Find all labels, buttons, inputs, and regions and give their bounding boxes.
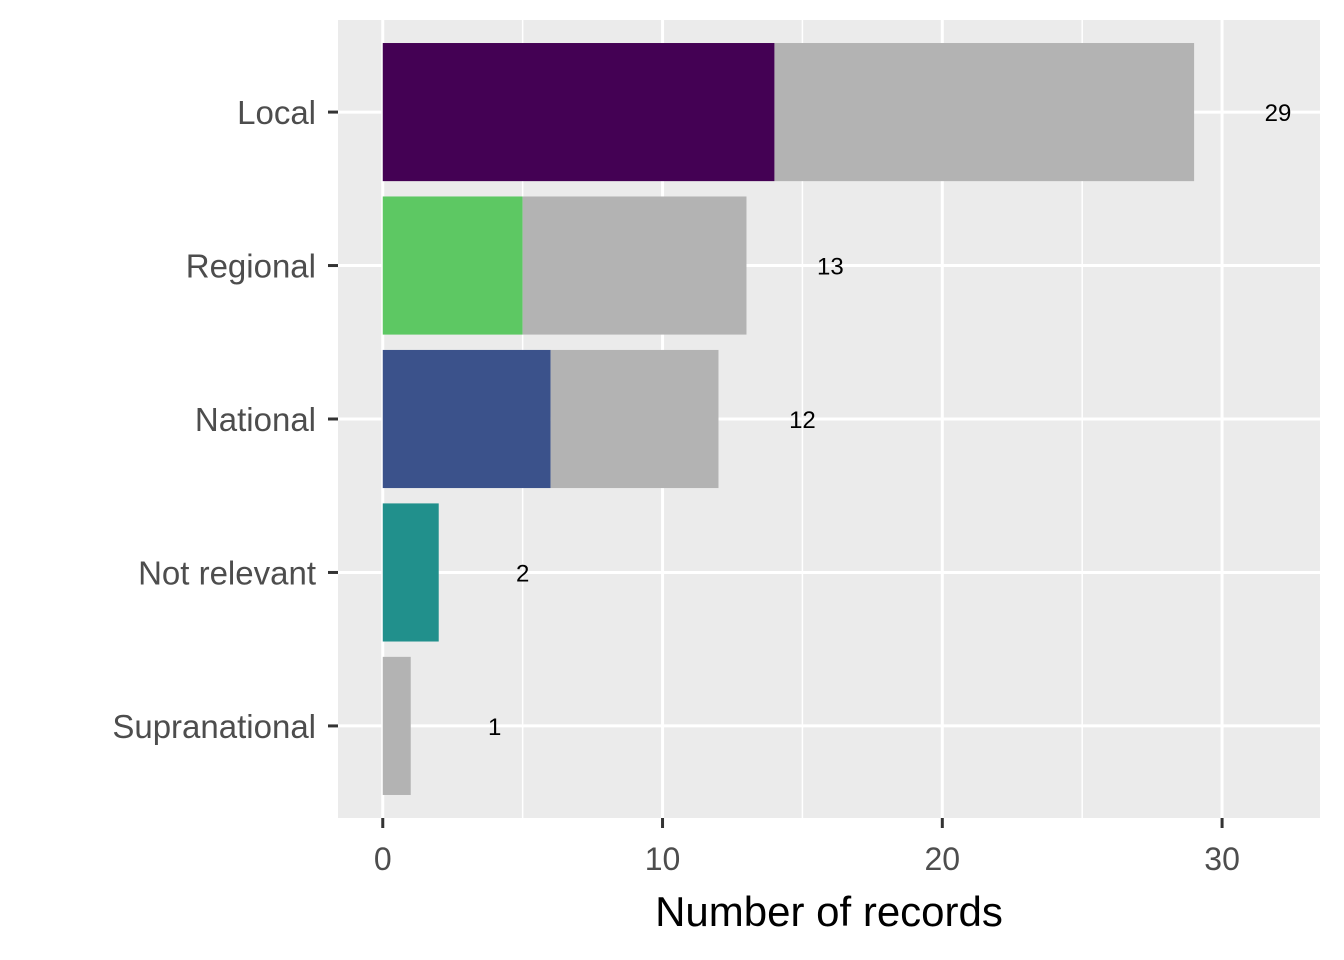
x-tick-label: 20	[925, 841, 961, 877]
bar-segment	[382, 43, 775, 182]
x-tick-label: 0	[374, 841, 392, 877]
bar-segment	[382, 196, 523, 335]
x-axis-title: Number of records	[655, 888, 1003, 935]
bar-segment	[774, 43, 1195, 182]
y-tick-label: Local	[237, 94, 316, 131]
data-label: 2	[516, 560, 529, 587]
bar-segment	[522, 196, 747, 335]
bar-segment	[382, 349, 551, 489]
bar-segment	[550, 349, 719, 489]
data-labels: 29 13 12 2 1	[488, 100, 1291, 741]
bars	[382, 43, 1195, 795]
y-tick-label: National	[195, 401, 316, 438]
x-axis: 0 10 20 30	[374, 818, 1240, 877]
y-tick-label: Supranational	[112, 708, 316, 745]
bar-segment	[382, 503, 439, 642]
bar-segment	[382, 656, 411, 795]
y-tick-label: Regional	[186, 248, 316, 285]
x-tick-label: 30	[1204, 841, 1240, 877]
data-label: 13	[817, 254, 844, 281]
y-axis: Local Regional National Not relevant Suprana…	[112, 94, 338, 745]
data-label: 12	[789, 407, 816, 434]
data-label: 29	[1265, 100, 1292, 127]
x-tick-label: 10	[645, 841, 681, 877]
y-tick-label: Not relevant	[138, 554, 316, 591]
data-label: 1	[488, 714, 501, 741]
